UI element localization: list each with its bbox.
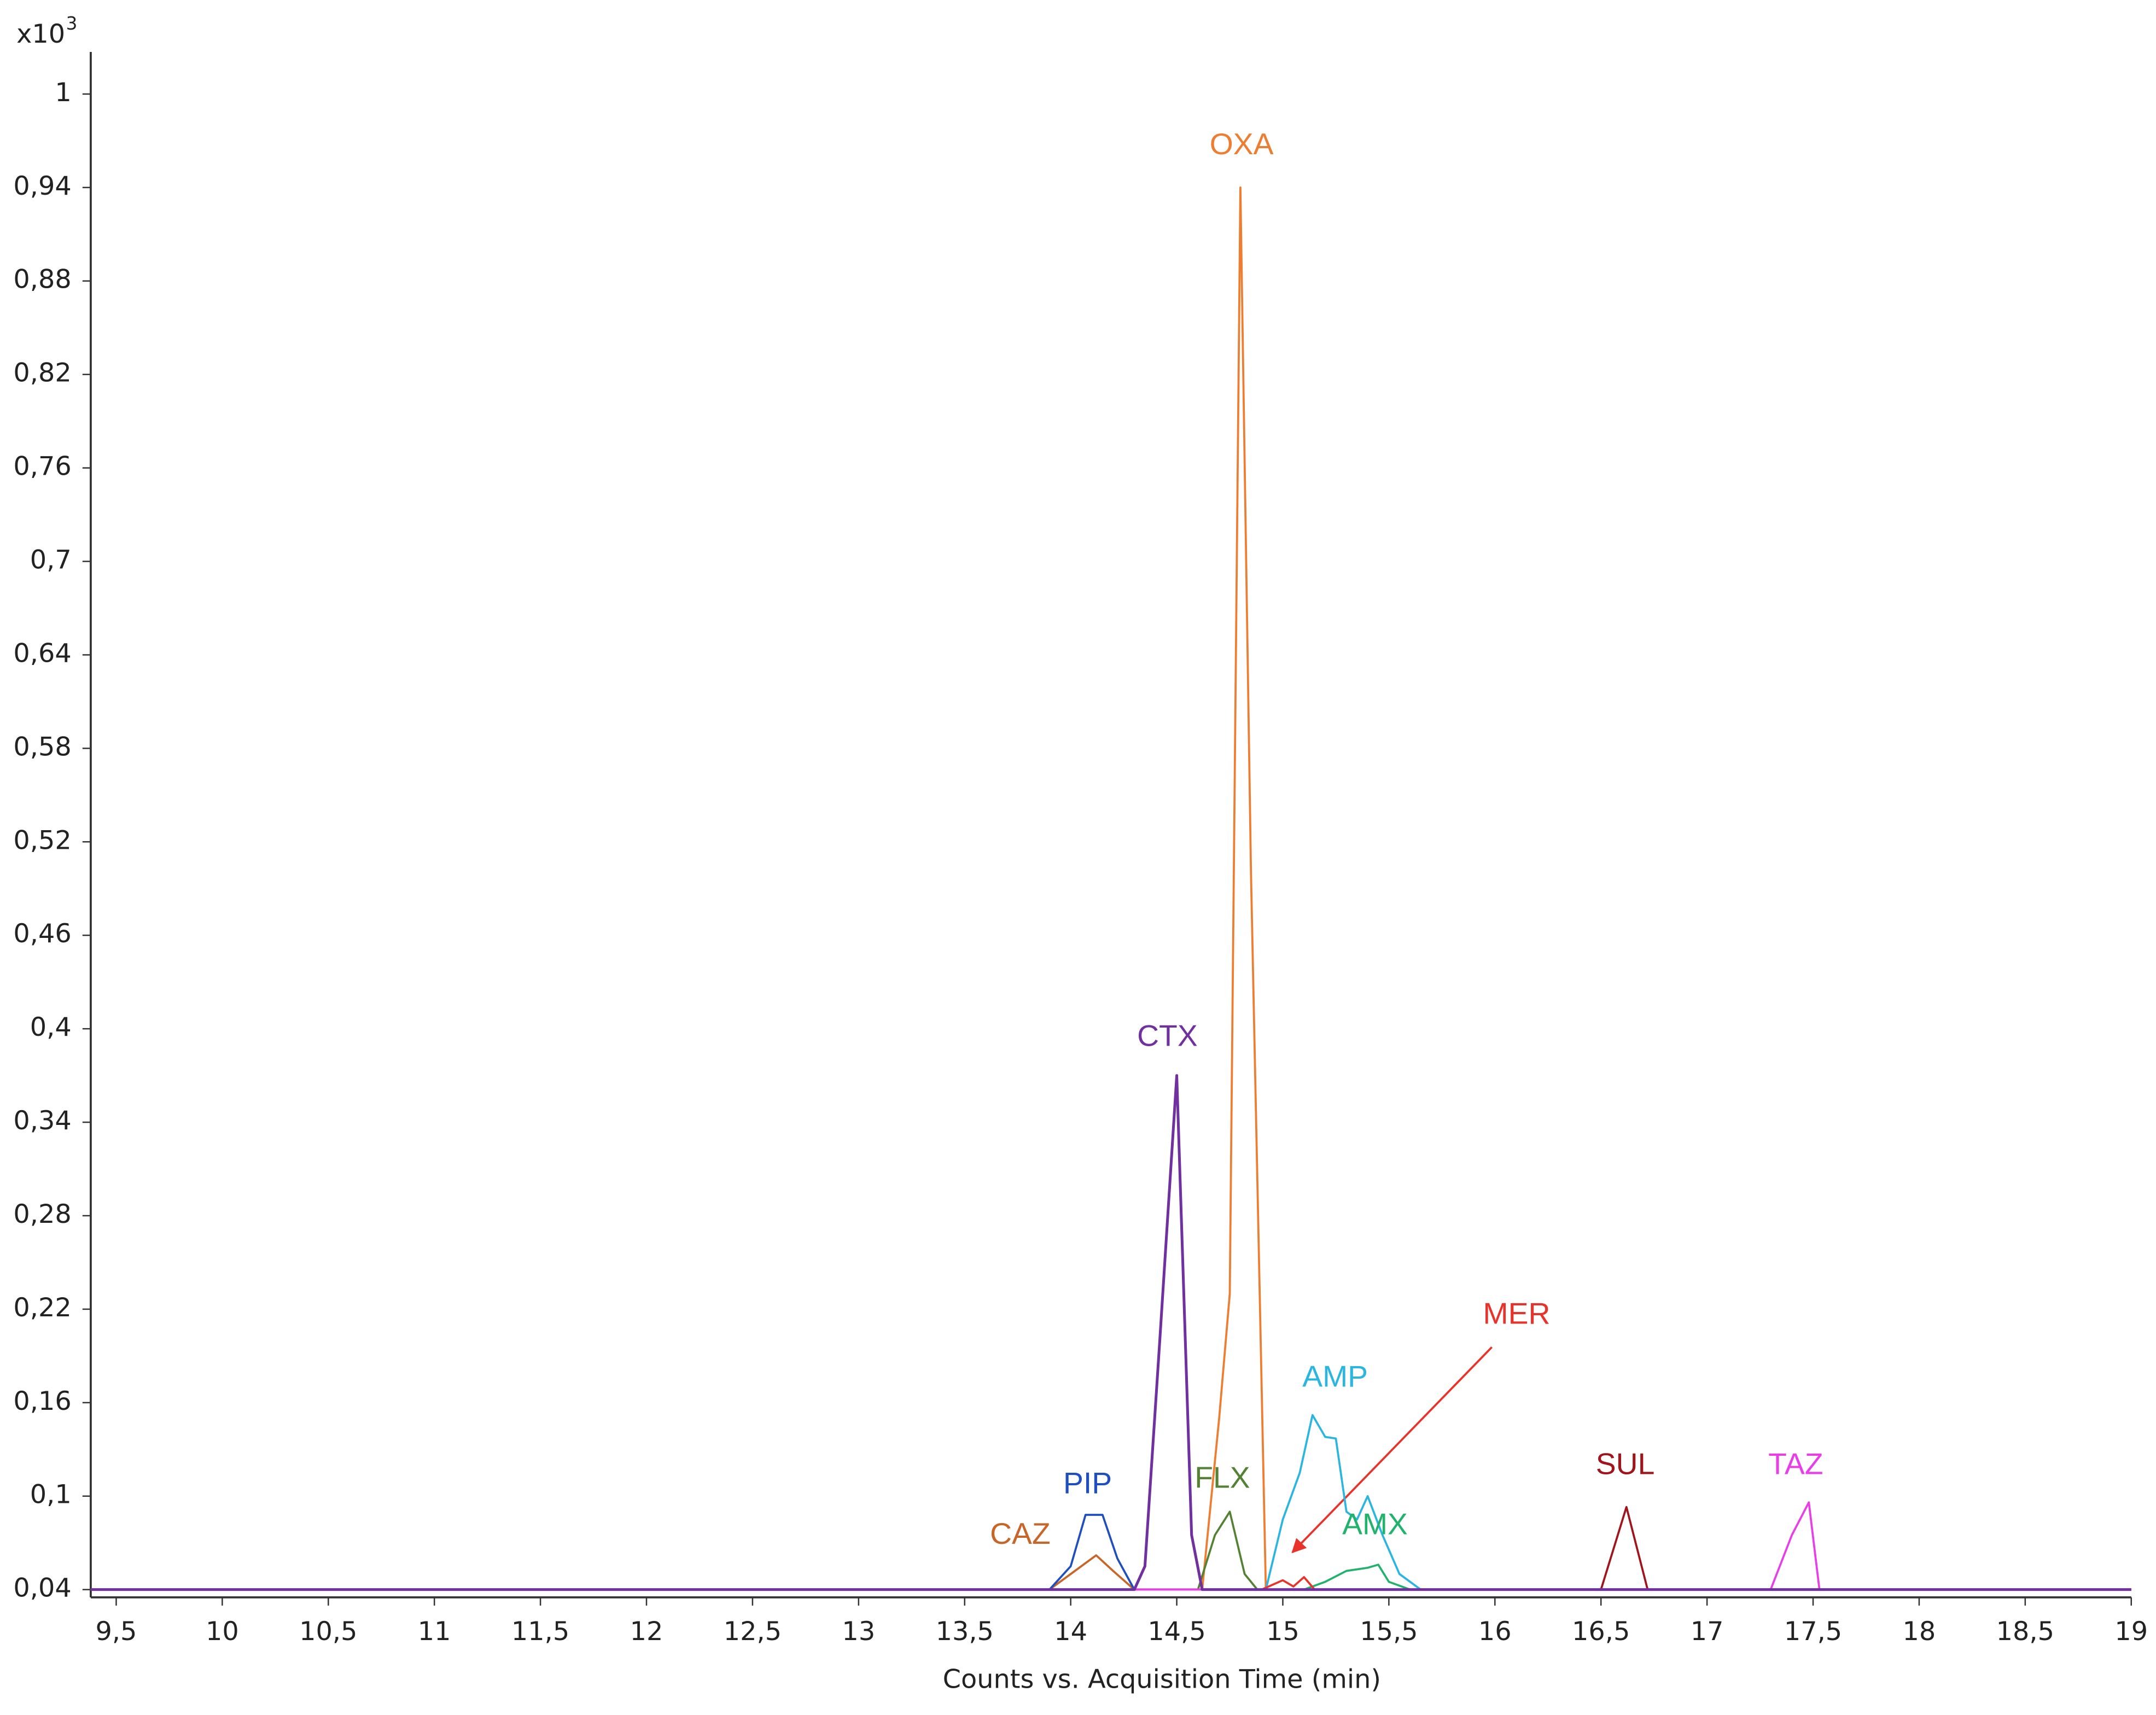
y-tick-label: 0,82 bbox=[13, 358, 71, 388]
y-tick-label: 0,58 bbox=[13, 732, 71, 762]
x-tick-label: 18,5 bbox=[1996, 1617, 2054, 1647]
x-tick-label: 16,5 bbox=[1572, 1617, 1630, 1647]
x-axis-title: Counts vs. Acquisition Time (min) bbox=[943, 1665, 1381, 1695]
series-label: CTX bbox=[1137, 1019, 1198, 1053]
y-tick-label: 0,46 bbox=[13, 919, 71, 949]
x-tick-label: 10 bbox=[206, 1617, 239, 1647]
series-line bbox=[90, 1510, 2131, 1591]
y-tick-label: 0,52 bbox=[13, 825, 71, 855]
series-label: AMP bbox=[1302, 1359, 1368, 1393]
y-tick-label: 0,88 bbox=[13, 265, 71, 295]
y-tick-label: 0,1 bbox=[30, 1480, 72, 1510]
series-label: OXA bbox=[1210, 127, 1274, 161]
y-tick-label: 0,7 bbox=[30, 545, 72, 575]
x-tick-label: 19 bbox=[2114, 1617, 2148, 1647]
series-label: FLX bbox=[1194, 1461, 1250, 1495]
x-tick-label: 14,5 bbox=[1147, 1617, 1205, 1647]
x-tick-label: 9,5 bbox=[95, 1617, 137, 1647]
x-tick-label: 12,5 bbox=[724, 1617, 782, 1647]
series-line bbox=[90, 1514, 2131, 1591]
series-line bbox=[90, 1576, 2131, 1591]
y-tick-label: 0,04 bbox=[13, 1573, 71, 1603]
x-tick-label: 14 bbox=[1054, 1617, 1087, 1647]
x-tick-label: 15,5 bbox=[1360, 1617, 1418, 1647]
series-label: CAZ bbox=[990, 1516, 1051, 1550]
x-tick-label: 13,5 bbox=[936, 1617, 994, 1647]
y-scale-label: x10 bbox=[16, 19, 65, 49]
x-tick-label: 11,5 bbox=[511, 1617, 569, 1647]
y-tick-label: 0,76 bbox=[13, 452, 71, 482]
y-tick-label: 1 bbox=[55, 78, 71, 108]
x-tick-label: 10,5 bbox=[299, 1617, 357, 1647]
series-line bbox=[90, 1506, 2131, 1591]
x-tick-label: 11 bbox=[418, 1617, 451, 1647]
y-tick-label: 0,34 bbox=[13, 1106, 71, 1136]
series-line bbox=[90, 1414, 2131, 1591]
y-scale-exponent: 3 bbox=[66, 13, 78, 34]
y-tick-label: 0,16 bbox=[13, 1386, 71, 1416]
x-tick-label: 15 bbox=[1266, 1617, 1300, 1647]
series-label: MER bbox=[1483, 1296, 1551, 1330]
series-label: AMX bbox=[1342, 1507, 1408, 1541]
y-tick-label: 0,22 bbox=[13, 1293, 71, 1323]
series-label: TAZ bbox=[1768, 1447, 1823, 1481]
y-tick-label: 0,64 bbox=[13, 639, 71, 669]
y-tick-label: 0,4 bbox=[30, 1012, 72, 1042]
series-line bbox=[90, 1501, 2131, 1591]
x-tick-label: 16 bbox=[1478, 1617, 1512, 1647]
series-line bbox=[90, 1074, 2131, 1591]
series-label: PIP bbox=[1063, 1466, 1112, 1500]
x-tick-label: 13 bbox=[842, 1617, 875, 1647]
y-tick-label: 0,94 bbox=[13, 171, 71, 201]
x-tick-label: 17 bbox=[1691, 1617, 1724, 1647]
annotation-arrow bbox=[1291, 1346, 1493, 1554]
y-tick-label: 0,28 bbox=[13, 1199, 71, 1229]
x-tick-label: 12 bbox=[630, 1617, 663, 1647]
series-line bbox=[90, 186, 2131, 1591]
series-line bbox=[90, 1554, 2131, 1591]
series-label: SUL bbox=[1596, 1447, 1655, 1481]
x-tick-label: 18 bbox=[1903, 1617, 1936, 1647]
x-tick-label: 17,5 bbox=[1784, 1617, 1842, 1647]
